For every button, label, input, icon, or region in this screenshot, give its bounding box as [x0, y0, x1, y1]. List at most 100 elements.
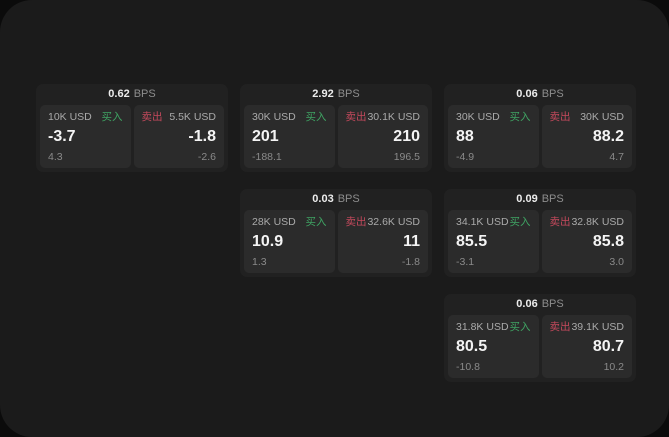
buy-price: 85.5: [456, 232, 488, 250]
sell-tag: 卖出: [141, 111, 163, 123]
sell-sub-value: -1.8: [401, 255, 420, 268]
sell-pane-top: 卖出 32.8K USD: [550, 217, 625, 228]
quote-card-body: 31.8K USD 买入 80.5 -10.8 卖出 39.1K USD 80.…: [444, 315, 636, 382]
sell-price: -1.8: [188, 127, 216, 145]
quote-card[interactable]: 0.09 BPS 34.1K USD 买入 85.5 -3.1 卖出 32.8K…: [444, 189, 636, 277]
sell-price: 210: [393, 127, 420, 145]
sell-tag: 卖出: [345, 111, 367, 123]
buy-pane-top: 31.8K USD 买入: [456, 322, 531, 333]
buy-sub-value: -188.1: [252, 150, 282, 163]
bps-unit-label: BPS: [541, 193, 564, 205]
sell-amount: 30K USD: [580, 111, 624, 123]
buy-pane[interactable]: 30K USD 买入 88 -4.9: [448, 105, 539, 168]
bps-unit-label: BPS: [337, 193, 360, 205]
buy-price: 10.9: [252, 232, 284, 250]
quote-card-header: 0.06 BPS: [444, 294, 636, 315]
bps-value: 0.03: [312, 193, 334, 205]
buy-sub-value: -3.1: [456, 255, 475, 268]
buy-pane-top: 30K USD 买入: [252, 112, 327, 123]
bps-value: 0.62: [108, 88, 130, 100]
buy-price: 80.5: [456, 337, 488, 355]
bps-value: 0.06: [516, 88, 538, 100]
sell-pane[interactable]: 卖出 32.8K USD 85.8 3.0: [541, 210, 632, 273]
buy-amount: 28K USD: [252, 216, 296, 228]
sell-price: 85.8: [592, 232, 624, 250]
buy-amount: 10K USD: [48, 111, 92, 123]
sell-pane[interactable]: 卖出 5.5K USD -1.8 -2.6: [133, 105, 224, 168]
quote-card[interactable]: 2.92 BPS 30K USD 买入 201 -188.1 卖出 30.1K …: [240, 84, 432, 172]
sell-pane-top: 卖出 30K USD: [550, 112, 625, 123]
sell-price: 80.7: [592, 337, 624, 355]
buy-price: -3.7: [48, 127, 76, 145]
sell-pane[interactable]: 卖出 30K USD 88.2 4.7: [541, 105, 632, 168]
quote-card-body: 30K USD 买入 201 -188.1 卖出 30.1K USD 210 1…: [240, 105, 432, 172]
buy-sub-value: 1.3: [252, 255, 267, 268]
buy-sub-value: -4.9: [456, 150, 475, 163]
sell-amount: 5.5K USD: [169, 111, 216, 123]
buy-tag: 买入: [509, 111, 531, 123]
buy-pane-top: 28K USD 买入: [252, 217, 327, 228]
sell-amount: 32.6K USD: [367, 216, 420, 228]
bps-unit-label: BPS: [541, 88, 564, 100]
sell-pane[interactable]: 卖出 39.1K USD 80.7 10.2: [541, 315, 632, 378]
sell-amount: 32.8K USD: [571, 216, 624, 228]
quote-card-body: 34.1K USD 买入 85.5 -3.1 卖出 32.8K USD 85.8…: [444, 210, 636, 277]
buy-sub-value: -10.8: [456, 360, 480, 373]
buy-price: 201: [252, 127, 279, 145]
quote-card[interactable]: 0.62 BPS 10K USD 买入 -3.7 4.3 卖出 5.5K USD…: [36, 84, 228, 172]
sell-pane[interactable]: 卖出 30.1K USD 210 196.5: [337, 105, 428, 168]
sell-sub-value: -2.6: [197, 150, 216, 163]
buy-pane[interactable]: 10K USD 买入 -3.7 4.3: [40, 105, 131, 168]
sell-price: 88.2: [592, 127, 624, 145]
sell-price: 11: [403, 232, 420, 250]
quote-card[interactable]: 0.06 BPS 30K USD 买入 88 -4.9 卖出 30K USD 8…: [444, 84, 636, 172]
sell-sub-value: 10.2: [603, 360, 624, 373]
sell-tag: 卖出: [549, 321, 571, 333]
buy-pane-top: 10K USD 买入: [48, 112, 123, 123]
buy-tag: 买入: [509, 216, 531, 228]
buy-tag: 买入: [305, 216, 327, 228]
sell-pane-top: 卖出 30.1K USD: [346, 112, 421, 123]
buy-tag: 买入: [305, 111, 327, 123]
buy-pane[interactable]: 34.1K USD 买入 85.5 -3.1: [448, 210, 539, 273]
bps-value: 2.92: [312, 88, 334, 100]
sell-sub-value: 196.5: [393, 150, 420, 163]
sell-amount: 39.1K USD: [571, 321, 624, 333]
buy-pane[interactable]: 30K USD 买入 201 -188.1: [244, 105, 335, 168]
buy-pane-top: 30K USD 买入: [456, 112, 531, 123]
sell-sub-value: 3.0: [609, 255, 624, 268]
bps-unit-label: BPS: [133, 88, 156, 100]
quote-card-body: 30K USD 买入 88 -4.9 卖出 30K USD 88.2 4.7: [444, 105, 636, 172]
sell-tag: 卖出: [345, 216, 367, 228]
sell-pane[interactable]: 卖出 32.6K USD 11 -1.8: [337, 210, 428, 273]
buy-amount: 34.1K USD: [456, 216, 509, 228]
bps-value: 0.09: [516, 193, 538, 205]
buy-amount: 30K USD: [456, 111, 500, 123]
quote-card-body: 28K USD 买入 10.9 1.3 卖出 32.6K USD 11 -1.8: [240, 210, 432, 277]
buy-tag: 买入: [101, 111, 123, 123]
quote-card-header: 2.92 BPS: [240, 84, 432, 105]
buy-pane[interactable]: 31.8K USD 买入 80.5 -10.8: [448, 315, 539, 378]
buy-pane-top: 34.1K USD 买入: [456, 217, 531, 228]
bps-value: 0.06: [516, 298, 538, 310]
bps-unit-label: BPS: [337, 88, 360, 100]
quote-card-body: 10K USD 买入 -3.7 4.3 卖出 5.5K USD -1.8 -2.…: [36, 105, 228, 172]
buy-amount: 30K USD: [252, 111, 296, 123]
quote-card-header: 0.62 BPS: [36, 84, 228, 105]
buy-price: 88: [456, 127, 474, 145]
buy-amount: 31.8K USD: [456, 321, 509, 333]
quote-card[interactable]: 0.03 BPS 28K USD 买入 10.9 1.3 卖出 32.6K US…: [240, 189, 432, 277]
sell-sub-value: 4.7: [609, 150, 624, 163]
sell-tag: 卖出: [549, 111, 571, 123]
cards-grid: 0.62 BPS 10K USD 买入 -3.7 4.3 卖出 5.5K USD…: [36, 84, 636, 382]
buy-pane[interactable]: 28K USD 买入 10.9 1.3: [244, 210, 335, 273]
buy-tag: 买入: [509, 321, 531, 333]
quote-card-header: 0.06 BPS: [444, 84, 636, 105]
bps-unit-label: BPS: [541, 298, 564, 310]
quote-card[interactable]: 0.06 BPS 31.8K USD 买入 80.5 -10.8 卖出 39.1…: [444, 294, 636, 382]
quote-card-header: 0.03 BPS: [240, 189, 432, 210]
sell-amount: 30.1K USD: [367, 111, 420, 123]
sell-pane-top: 卖出 32.6K USD: [346, 217, 421, 228]
